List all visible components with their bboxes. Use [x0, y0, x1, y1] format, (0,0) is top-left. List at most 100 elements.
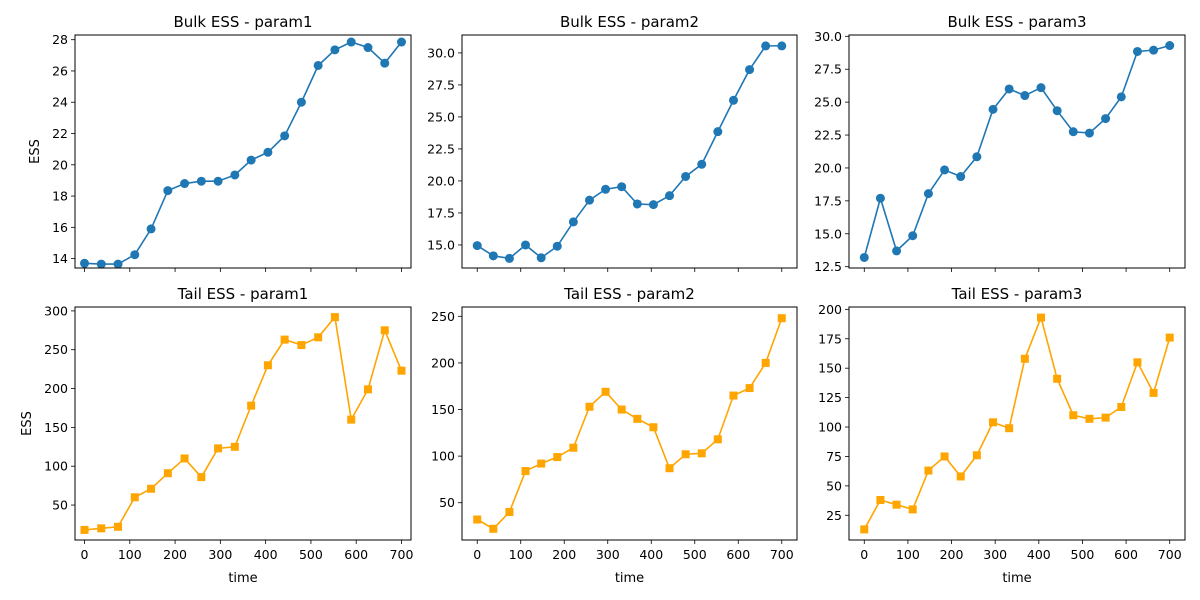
- data-point: [505, 508, 514, 517]
- data-point: [1133, 358, 1142, 367]
- x-tick-label: 500: [683, 547, 707, 562]
- data-point: [601, 184, 611, 194]
- data-point: [681, 450, 690, 459]
- data-point: [247, 401, 256, 410]
- data-point: [263, 147, 273, 157]
- data-point: [923, 189, 933, 199]
- data-point: [876, 495, 885, 504]
- data-point: [745, 384, 754, 393]
- y-tick-label: 50: [826, 478, 842, 493]
- plot-frame: [848, 34, 1186, 269]
- data-point: [632, 199, 642, 209]
- subplot-3: Bulk ESS - param3 12.5 15.0 17.5 20.0 22.5 25.…: [814, 13, 1186, 274]
- y-tick-label: 25.0: [427, 109, 455, 124]
- data-point: [396, 37, 406, 47]
- data-point: [1069, 411, 1078, 420]
- data-point: [761, 358, 770, 367]
- data-point: [956, 472, 965, 481]
- x-tick-label: 0: [860, 547, 868, 562]
- y-tick-label: 12.5: [814, 259, 842, 274]
- chart-title: Tail ESS - param3: [951, 285, 1083, 303]
- data-point: [940, 452, 949, 461]
- data-point: [777, 41, 787, 51]
- data-point: [80, 258, 90, 268]
- y-tick-label: 22: [52, 126, 68, 141]
- data-point: [697, 449, 706, 458]
- data-point: [163, 469, 172, 478]
- data-point: [280, 131, 290, 141]
- data-point: [488, 251, 498, 261]
- data-point: [147, 484, 156, 493]
- data-point: [697, 159, 707, 169]
- data-point: [552, 241, 562, 251]
- data-point: [1085, 414, 1094, 423]
- data-point: [713, 127, 723, 137]
- data-point: [585, 402, 594, 411]
- data-point: [633, 414, 642, 423]
- series-line: [476, 45, 782, 260]
- data-point: [330, 45, 340, 55]
- data-point: [1165, 333, 1174, 342]
- y-tick-label: 75: [826, 449, 842, 464]
- data-point: [213, 176, 223, 186]
- x-axis-label: time: [615, 571, 644, 586]
- plot-frame: [74, 34, 412, 269]
- data-point: [380, 58, 390, 68]
- y-tick-label: 20.0: [814, 160, 842, 175]
- y-tick-label: 20: [52, 157, 68, 172]
- y-tick-label: 25: [826, 508, 842, 523]
- data-point: [130, 250, 140, 260]
- chart-title: Tail ESS - param1: [177, 285, 309, 303]
- data-point: [1149, 388, 1158, 397]
- data-point: [180, 179, 190, 189]
- data-point: [584, 195, 594, 205]
- x-tick-label: 700: [770, 547, 794, 562]
- data-point: [80, 525, 89, 534]
- y-tick-label: 22.5: [427, 141, 455, 156]
- y-tick-label: 200: [431, 355, 455, 370]
- plot-frame: [461, 306, 798, 541]
- y-tick-label: 20.0: [427, 173, 455, 188]
- data-point: [924, 466, 933, 475]
- data-point: [1053, 374, 1062, 383]
- y-tick-label: 17.5: [814, 193, 842, 208]
- data-point: [130, 493, 139, 502]
- y-tick-label: 100: [431, 449, 455, 464]
- chart-title: Bulk ESS - param2: [560, 13, 699, 31]
- data-point: [892, 246, 902, 256]
- data-point: [330, 313, 339, 322]
- data-point: [146, 224, 156, 234]
- data-point: [940, 165, 950, 175]
- y-axis-label: ESS: [28, 139, 43, 164]
- data-point: [1149, 45, 1159, 55]
- data-point: [230, 442, 239, 451]
- data-point: [908, 505, 917, 514]
- data-point: [472, 241, 482, 251]
- data-point: [246, 155, 256, 165]
- data-point: [972, 451, 981, 460]
- data-point: [989, 418, 997, 427]
- data-point: [665, 464, 674, 473]
- y-tick-label: 50: [439, 495, 455, 510]
- data-point: [314, 333, 323, 342]
- data-point: [777, 314, 786, 323]
- x-tick-label: 100: [118, 547, 142, 562]
- x-axis-label: time: [228, 571, 257, 586]
- data-point: [473, 515, 482, 524]
- data-point: [729, 391, 738, 400]
- plot-frame: [461, 34, 798, 269]
- subplot-4: Tail ESS - param1 50 100 150 200 250 300 0 100 20…: [20, 285, 413, 586]
- y-tick-label: 250: [44, 342, 68, 357]
- x-tick-label: 100: [896, 547, 920, 562]
- data-point: [713, 435, 722, 444]
- data-point: [648, 200, 658, 210]
- data-point: [908, 231, 918, 241]
- y-tick-label: 15.0: [427, 237, 455, 252]
- data-point: [297, 341, 306, 350]
- x-tick-label: 100: [509, 547, 533, 562]
- y-tick-label: 18: [52, 189, 68, 204]
- data-point: [347, 415, 356, 424]
- series-line: [863, 44, 1170, 258]
- data-point: [728, 95, 738, 105]
- data-point: [1084, 128, 1094, 138]
